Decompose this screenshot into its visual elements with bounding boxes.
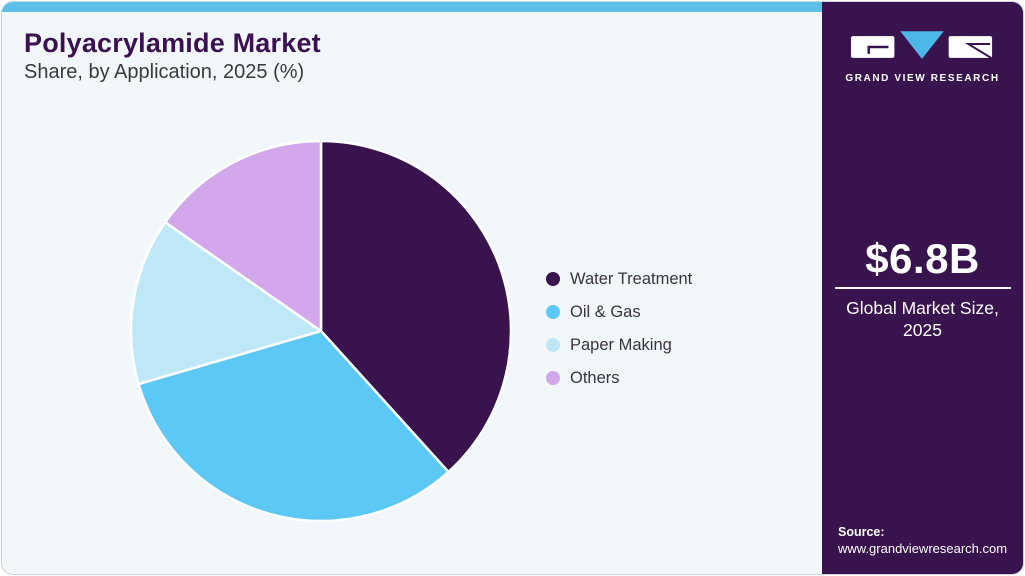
logo-block: GRAND VIEW RESEARCH (822, 2, 1023, 84)
legend-dot-icon (546, 272, 560, 286)
source-url-link[interactable]: www.grandviewresearch.com (838, 541, 1008, 556)
legend-dot-icon (546, 338, 560, 352)
legend-dot-icon (546, 371, 560, 385)
pie-slice-water-treatment[interactable] (319, 139, 513, 474)
divider (834, 287, 1011, 289)
market-size-block: $6.8B Global Market Size, 2025 (822, 236, 1023, 341)
legend-item-oil-gas: Oil & Gas (546, 300, 692, 324)
top-accent-bar (2, 2, 1023, 12)
source-label: Source: (838, 525, 885, 539)
chart-legend: Water Treatment Oil & Gas Paper Making Othe… (546, 267, 692, 399)
source-block: Source: www.grandviewresearch.com (838, 524, 1007, 557)
pie-slice-paper-making[interactable] (129, 220, 323, 386)
legend-label: Water Treatment (570, 269, 693, 288)
gvr-logo-icon (850, 31, 992, 59)
pie-chart-svg (129, 139, 513, 523)
pie-slice-others[interactable] (163, 139, 323, 333)
legend-label: Paper Making (570, 335, 672, 354)
legend-item-paper-making: Paper Making (546, 333, 692, 357)
legend-label: Others (570, 368, 620, 387)
sidebar: GRAND VIEW RESEARCH $6.8B Global Market … (822, 2, 1023, 574)
pie-slice-oil-gas[interactable] (137, 329, 450, 523)
legend-label: Oil & Gas (570, 302, 641, 321)
market-size-caption: Global Market Size, 2025 (846, 298, 999, 340)
pie-chart (119, 129, 523, 533)
page-title: Polyacrylamide Market (24, 28, 321, 58)
market-size-value: $6.8B (865, 235, 980, 282)
legend-item-water-treatment: Water Treatment (546, 267, 692, 291)
brand-name: GRAND VIEW RESEARCH (845, 73, 1000, 84)
page-subtitle: Share, by Application, 2025 (%) (24, 61, 305, 83)
legend-dot-icon (546, 305, 560, 319)
legend-item-others: Others (546, 366, 692, 390)
